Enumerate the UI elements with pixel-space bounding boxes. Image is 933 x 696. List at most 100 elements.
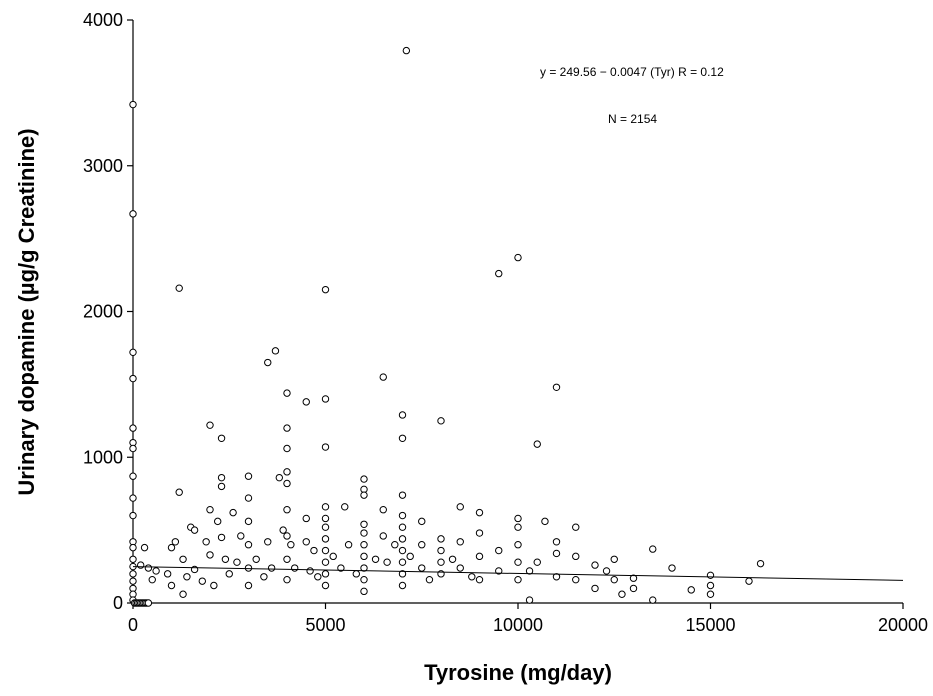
data-point (217, 533, 226, 542)
data-point (321, 546, 330, 555)
data-point (175, 284, 183, 292)
data-point (352, 570, 360, 578)
data-point (418, 564, 426, 572)
data-point (321, 503, 330, 511)
data-point (745, 577, 753, 585)
data-point (552, 573, 561, 581)
x-tick-label: 0 (128, 615, 138, 635)
data-point (283, 389, 291, 397)
x-tick-label: 5000 (305, 615, 345, 635)
data-point (221, 555, 230, 563)
data-point (456, 538, 464, 546)
data-point (360, 587, 368, 596)
data-point (341, 503, 349, 511)
data-point (629, 574, 638, 582)
data-point (144, 564, 153, 572)
data-point (706, 581, 715, 590)
data-point (495, 567, 503, 575)
x-tick-label: 15000 (685, 615, 735, 635)
data-point (437, 546, 445, 555)
data-point (572, 552, 580, 561)
data-point (379, 532, 387, 540)
data-point (279, 526, 287, 534)
data-point (283, 532, 291, 540)
data-point (129, 494, 137, 502)
data-point (360, 475, 368, 483)
data-point (591, 561, 599, 569)
data-point (525, 596, 534, 604)
data-point (129, 424, 137, 432)
data-point (206, 421, 214, 429)
data-point (344, 541, 353, 549)
data-point (321, 558, 330, 566)
data-point (437, 535, 445, 543)
data-point (140, 543, 149, 552)
data-point (706, 590, 715, 598)
data-point (283, 444, 291, 453)
data-point (129, 348, 137, 357)
data-point (237, 532, 245, 540)
data-point (495, 546, 503, 555)
x-tick-label: 20000 (878, 615, 928, 635)
data-point (425, 575, 434, 584)
data-point (283, 506, 291, 514)
data-point (206, 506, 214, 514)
x-axis-ticks: 0 5000 10000 15000 20000 (128, 603, 928, 635)
data-point (206, 551, 214, 559)
data-point (152, 567, 160, 575)
data-point (475, 508, 484, 517)
y-tick-label: 0 (113, 593, 123, 613)
data-point (321, 395, 330, 403)
x-axis-title: Tyrosine (mg/day) (424, 660, 612, 685)
data-point (283, 479, 291, 488)
data-point (175, 488, 183, 496)
data-point (541, 517, 549, 526)
data-point (321, 581, 330, 590)
data-point (418, 541, 426, 549)
data-point (398, 411, 407, 419)
data-point (437, 417, 445, 425)
data-point (244, 472, 253, 480)
data-point (321, 535, 330, 543)
data-point (371, 555, 380, 563)
data-point (210, 581, 218, 590)
data-point (514, 558, 522, 566)
data-point (217, 482, 226, 491)
data-point (179, 590, 187, 598)
data-point (198, 577, 207, 585)
data-point (629, 584, 638, 593)
data-point (267, 564, 276, 572)
data-point (129, 100, 137, 109)
data-point (398, 523, 407, 531)
data-point (360, 552, 368, 561)
data-point (533, 440, 541, 448)
data-point (217, 473, 226, 482)
data-point (129, 570, 137, 578)
regression-line (132, 566, 904, 581)
data-point (214, 517, 222, 526)
y-axis-title: Urinary dopamine (µg/g Creatinine) (14, 128, 39, 495)
data-point (144, 599, 153, 607)
data-point (314, 573, 322, 581)
y-tick-label: 2000 (83, 302, 123, 322)
data-point (514, 514, 522, 523)
data-point (321, 514, 330, 523)
data-point (275, 473, 283, 482)
data-point (610, 575, 618, 584)
data-point (360, 541, 368, 549)
data-point (360, 529, 368, 537)
data-point (514, 541, 522, 549)
data-point (398, 581, 407, 590)
data-point (264, 538, 272, 546)
data-point (360, 491, 368, 499)
data-point (179, 555, 187, 563)
y-axis-ticks: 0 1000 2000 3000 4000 (83, 10, 133, 613)
data-point (129, 210, 137, 218)
data-point (398, 491, 407, 499)
plot-area: 0 1000 2000 3000 4000 0 5000 10000 15000 20000 (83, 10, 928, 635)
data-point (337, 564, 345, 572)
data-point (572, 523, 580, 531)
data-point (167, 581, 176, 590)
data-point (610, 555, 618, 563)
